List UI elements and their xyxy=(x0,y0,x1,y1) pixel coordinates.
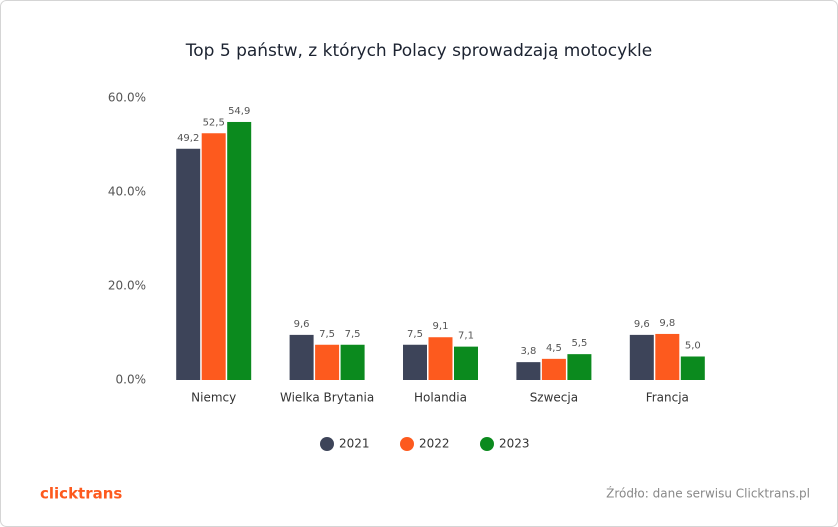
y-tick-label: 0.0% xyxy=(116,373,147,387)
value-label: 9,1 xyxy=(433,321,449,332)
bar xyxy=(340,344,365,380)
bar xyxy=(680,356,705,380)
bar xyxy=(201,133,226,380)
bar xyxy=(454,346,478,380)
value-label: 3,8 xyxy=(520,346,536,357)
legend-label: 2021 xyxy=(339,437,370,451)
y-tick-label: 60.0% xyxy=(108,91,146,105)
value-label: 5,0 xyxy=(685,341,701,352)
bar xyxy=(428,337,453,380)
bar xyxy=(541,358,566,380)
value-label: 7,5 xyxy=(319,329,335,340)
value-label: 7,5 xyxy=(407,329,423,340)
bar xyxy=(176,148,201,380)
bar xyxy=(315,344,340,380)
bar xyxy=(516,362,541,380)
bar xyxy=(567,354,592,380)
value-label: 5,5 xyxy=(571,338,587,349)
value-label: 9,6 xyxy=(634,319,650,330)
legend-label: 2023 xyxy=(499,437,530,451)
x-tick-label: Francja xyxy=(646,391,689,405)
bar xyxy=(289,334,314,380)
logo: clicktrans xyxy=(40,485,122,503)
bar xyxy=(403,344,427,380)
source: Źródło: dane serwisu Clicktrans.pl xyxy=(606,486,810,501)
legend-label: 2022 xyxy=(419,437,450,451)
x-tick-label: Niemcy xyxy=(191,391,236,405)
legend-swatch xyxy=(400,437,414,451)
value-label: 52,5 xyxy=(203,117,225,128)
x-tick-label: Wielka Brytania xyxy=(280,391,374,405)
x-tick-label: Szwecja xyxy=(530,391,578,405)
y-tick-label: 40.0% xyxy=(108,185,146,199)
bar xyxy=(227,121,252,380)
bar xyxy=(655,333,680,380)
bar xyxy=(629,334,654,380)
value-label: 9,8 xyxy=(659,318,675,329)
y-tick-label: 20.0% xyxy=(108,279,146,293)
legend-swatch xyxy=(320,437,334,451)
value-label: 49,2 xyxy=(177,133,199,144)
x-tick-label: Holandia xyxy=(414,391,467,405)
chart-title: Top 5 państw, z których Polacy sprowadza… xyxy=(185,41,652,61)
legend-swatch xyxy=(480,437,494,451)
value-label: 9,6 xyxy=(294,319,310,330)
value-label: 7,5 xyxy=(345,329,361,340)
value-label: 4,5 xyxy=(546,343,562,354)
value-label: 54,9 xyxy=(228,106,250,117)
value-label: 7,1 xyxy=(458,331,474,342)
